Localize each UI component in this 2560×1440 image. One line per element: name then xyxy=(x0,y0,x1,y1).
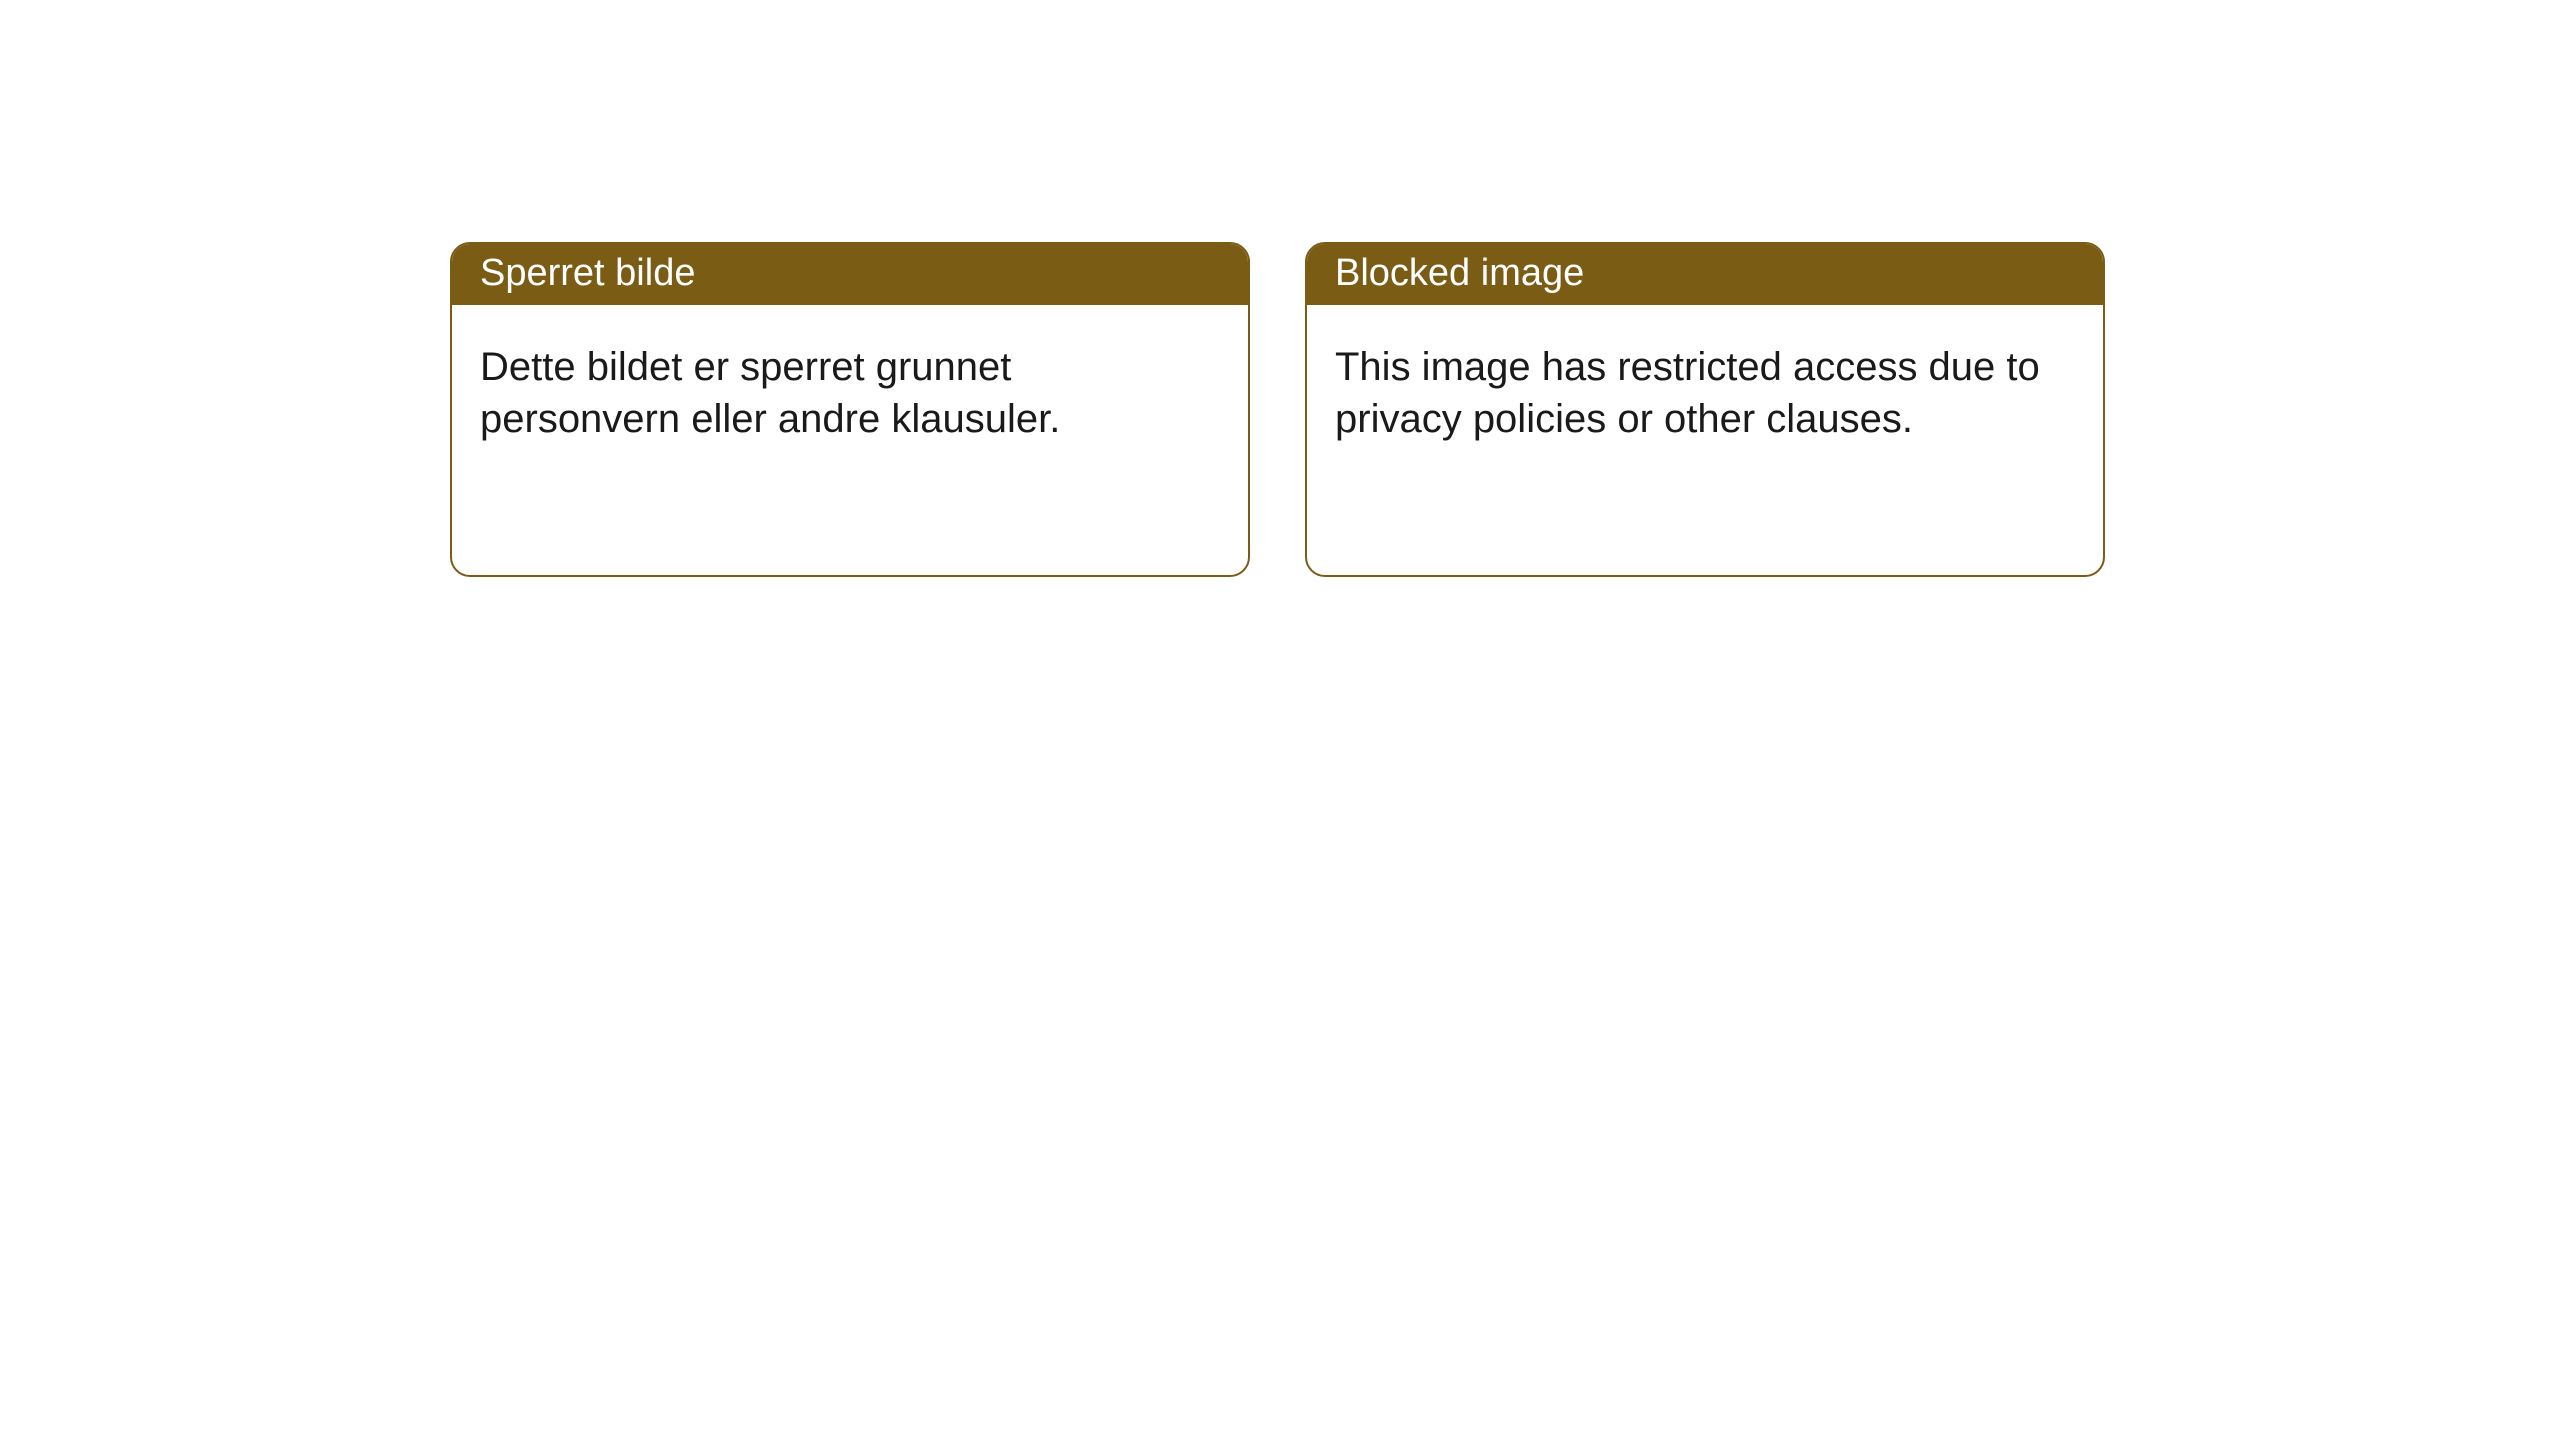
notice-header: Sperret bilde xyxy=(452,244,1248,305)
notice-body: Dette bildet er sperret grunnet personve… xyxy=(452,305,1248,481)
notice-card-english: Blocked image This image has restricted … xyxy=(1305,242,2105,577)
notice-body: This image has restricted access due to … xyxy=(1307,305,2103,481)
notice-container: Sperret bilde Dette bildet er sperret gr… xyxy=(0,0,2560,577)
notice-card-norwegian: Sperret bilde Dette bildet er sperret gr… xyxy=(450,242,1250,577)
notice-header: Blocked image xyxy=(1307,244,2103,305)
